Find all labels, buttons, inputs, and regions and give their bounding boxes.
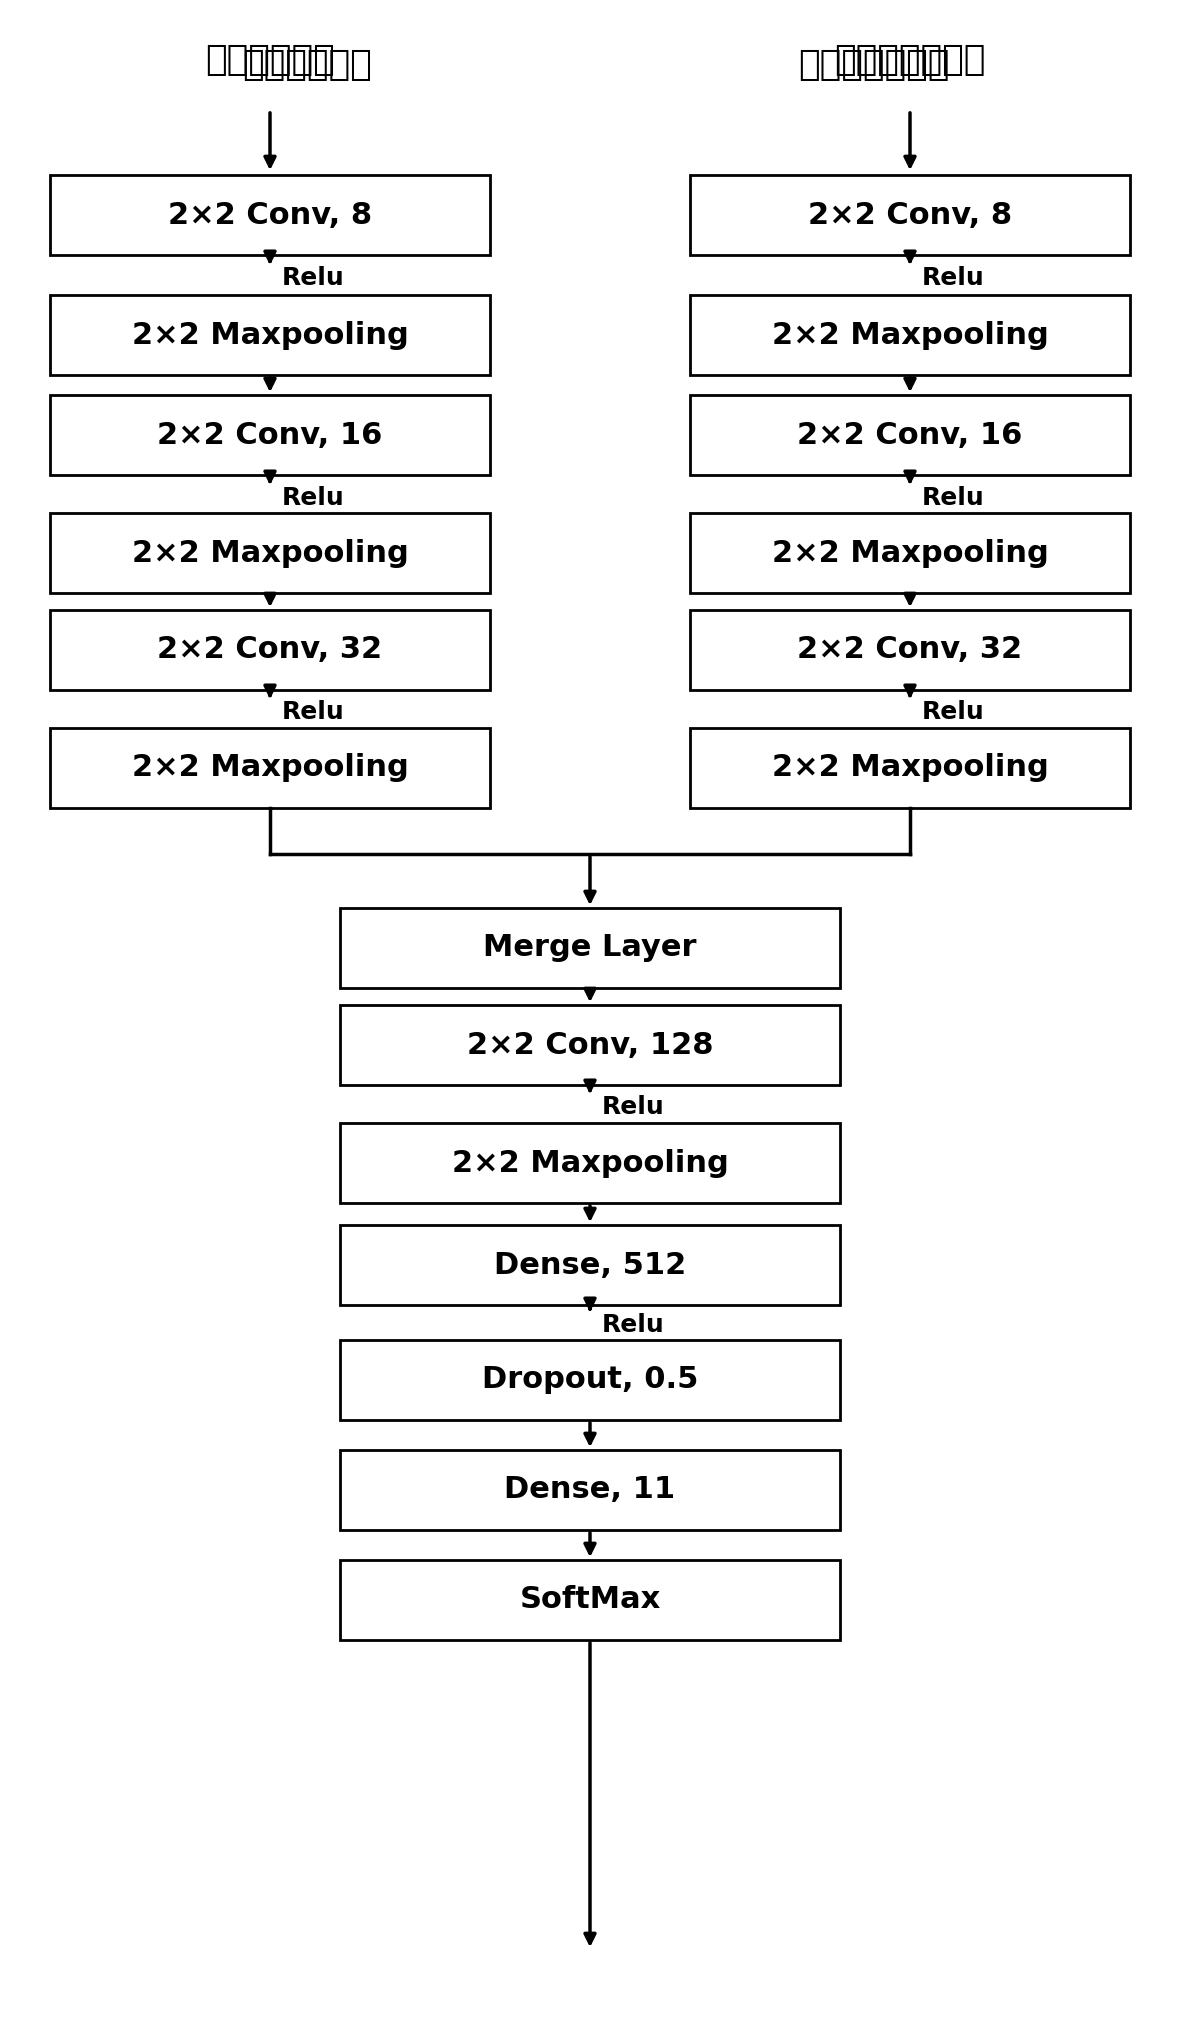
Text: 驱动端时频谱: 驱动端时频谱 (205, 43, 335, 77)
Text: Dropout, 0.5: Dropout, 0.5 (482, 1366, 698, 1395)
Bar (340, 1005, 840, 1084)
Bar (50, 395, 490, 474)
Text: Relu: Relu (282, 699, 345, 724)
Text: SoftMax: SoftMax (520, 1585, 660, 1613)
Text: 非驱动端时频谱: 非驱动端时频谱 (798, 49, 950, 81)
Text: 2×2 Maxpooling: 2×2 Maxpooling (771, 320, 1049, 349)
Text: Relu: Relu (922, 266, 985, 290)
Bar (690, 174, 1130, 255)
Text: Relu: Relu (922, 486, 985, 511)
Bar (50, 296, 490, 375)
Text: 2×2 Conv, 32: 2×2 Conv, 32 (797, 636, 1023, 665)
Bar (690, 395, 1130, 474)
Text: 2×2 Conv, 8: 2×2 Conv, 8 (168, 201, 372, 229)
Bar (50, 174, 490, 255)
Text: 2×2 Maxpooling: 2×2 Maxpooling (131, 539, 409, 568)
Text: 2×2 Maxpooling: 2×2 Maxpooling (131, 754, 409, 782)
Bar (690, 513, 1130, 594)
Text: 2×2 Conv, 16: 2×2 Conv, 16 (157, 420, 383, 450)
Bar (340, 1561, 840, 1640)
Text: 2×2 Conv, 8: 2×2 Conv, 8 (808, 201, 1012, 229)
Text: Dense, 512: Dense, 512 (494, 1251, 686, 1279)
Text: 2×2 Maxpooling: 2×2 Maxpooling (131, 320, 409, 349)
Text: Relu: Relu (282, 266, 345, 290)
Bar (690, 296, 1130, 375)
Text: 2×2 Conv, 128: 2×2 Conv, 128 (466, 1030, 713, 1060)
Text: Merge Layer: Merge Layer (483, 934, 697, 963)
Text: Relu: Relu (282, 486, 345, 511)
Text: 2×2 Maxpooling: 2×2 Maxpooling (771, 539, 1049, 568)
Text: Dense, 11: Dense, 11 (504, 1476, 676, 1504)
Text: 2×2 Conv, 16: 2×2 Conv, 16 (797, 420, 1023, 450)
Bar (690, 610, 1130, 689)
Text: 2×2 Maxpooling: 2×2 Maxpooling (451, 1149, 729, 1178)
Bar (690, 728, 1130, 809)
Text: 2×2 Maxpooling: 2×2 Maxpooling (771, 754, 1049, 782)
Text: 驱动端时频谱: 驱动端时频谱 (242, 49, 372, 81)
Text: Relu: Relu (922, 699, 985, 724)
Bar (340, 908, 840, 987)
Bar (340, 1123, 840, 1202)
Text: 2×2 Conv, 32: 2×2 Conv, 32 (157, 636, 383, 665)
Bar (340, 1224, 840, 1305)
Bar (340, 1340, 840, 1421)
Bar (50, 513, 490, 594)
Text: 非驱动端时频谱: 非驱动端时频谱 (834, 43, 986, 77)
Text: Relu: Relu (602, 1313, 665, 1338)
Bar (340, 1449, 840, 1530)
Bar (50, 728, 490, 809)
Text: Relu: Relu (602, 1095, 665, 1119)
Bar (50, 610, 490, 689)
